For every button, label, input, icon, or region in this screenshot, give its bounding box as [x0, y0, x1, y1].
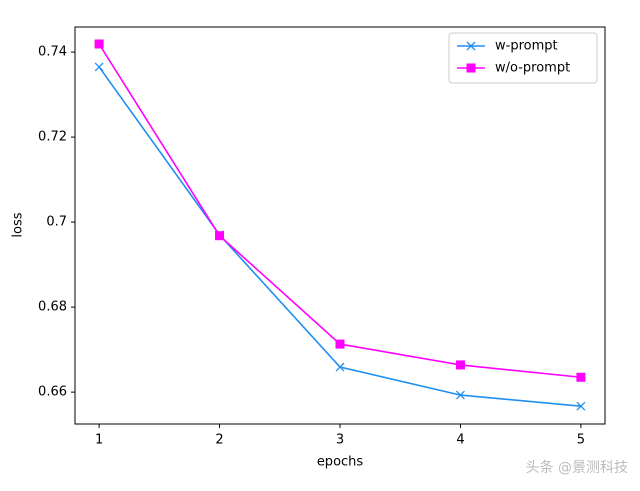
marker: [335, 339, 345, 349]
y-tick-label: 0.66: [38, 385, 67, 400]
series-line: [98, 66, 581, 407]
marker: [335, 362, 345, 372]
y-tick-label: 0.72: [38, 130, 67, 145]
legend-label: w/o-prompt: [495, 61, 570, 76]
legend-marker: [466, 63, 476, 73]
x-tick-label: 4: [456, 433, 464, 448]
watermark: 头条 @景测科技: [526, 459, 628, 476]
legend-marker: [466, 41, 476, 51]
x-axis-label: epochs: [317, 455, 364, 470]
marker: [215, 231, 225, 241]
marker: [455, 360, 465, 370]
plot-frame: [74, 26, 606, 425]
marker: [455, 390, 465, 400]
marker: [576, 372, 586, 382]
series-line: [98, 43, 581, 379]
y-tick-label: 0.68: [38, 300, 67, 315]
legend-box: [448, 32, 598, 84]
y-tick-label: 0.7: [46, 215, 67, 230]
x-tick-label: 5: [577, 433, 585, 448]
y-axis-label: loss: [11, 212, 26, 237]
x-tick-label: 1: [95, 433, 103, 448]
marker: [94, 62, 104, 72]
marker: [576, 401, 586, 411]
x-tick-label: 3: [336, 433, 344, 448]
legend-label: w-prompt: [495, 39, 558, 54]
y-tick-label: 0.74: [38, 45, 67, 60]
x-tick-label: 2: [215, 433, 223, 448]
marker: [94, 39, 104, 49]
